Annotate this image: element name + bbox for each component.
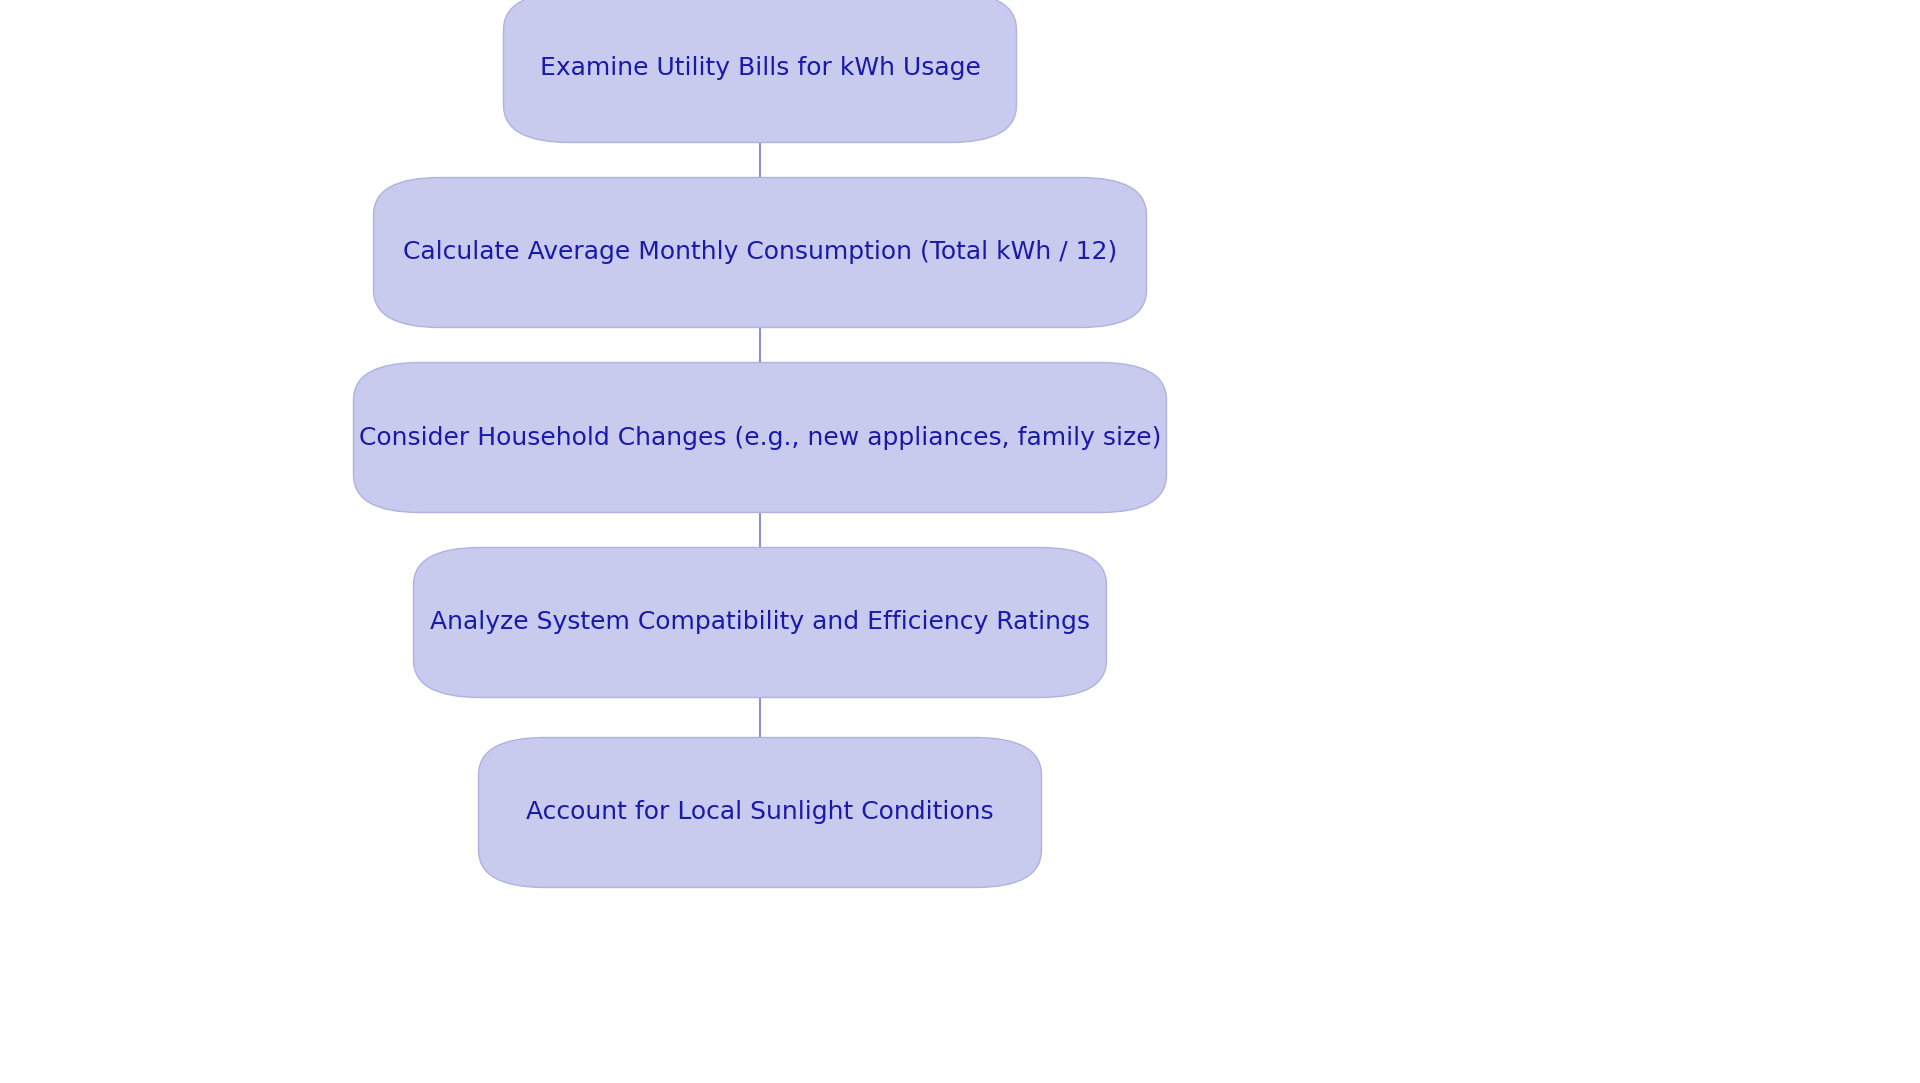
FancyBboxPatch shape [503,0,1016,143]
FancyBboxPatch shape [413,548,1106,697]
Text: Consider Household Changes (e.g., new appliances, family size): Consider Household Changes (e.g., new ap… [359,426,1162,449]
Text: Examine Utility Bills for kWh Usage: Examine Utility Bills for kWh Usage [540,55,981,79]
Text: Account for Local Sunlight Conditions: Account for Local Sunlight Conditions [526,800,995,824]
FancyBboxPatch shape [353,363,1167,512]
FancyBboxPatch shape [478,738,1041,887]
FancyBboxPatch shape [374,178,1146,327]
Text: Analyze System Compatibility and Efficiency Ratings: Analyze System Compatibility and Efficie… [430,611,1091,635]
Text: Calculate Average Monthly Consumption (Total kWh / 12): Calculate Average Monthly Consumption (T… [403,240,1117,264]
